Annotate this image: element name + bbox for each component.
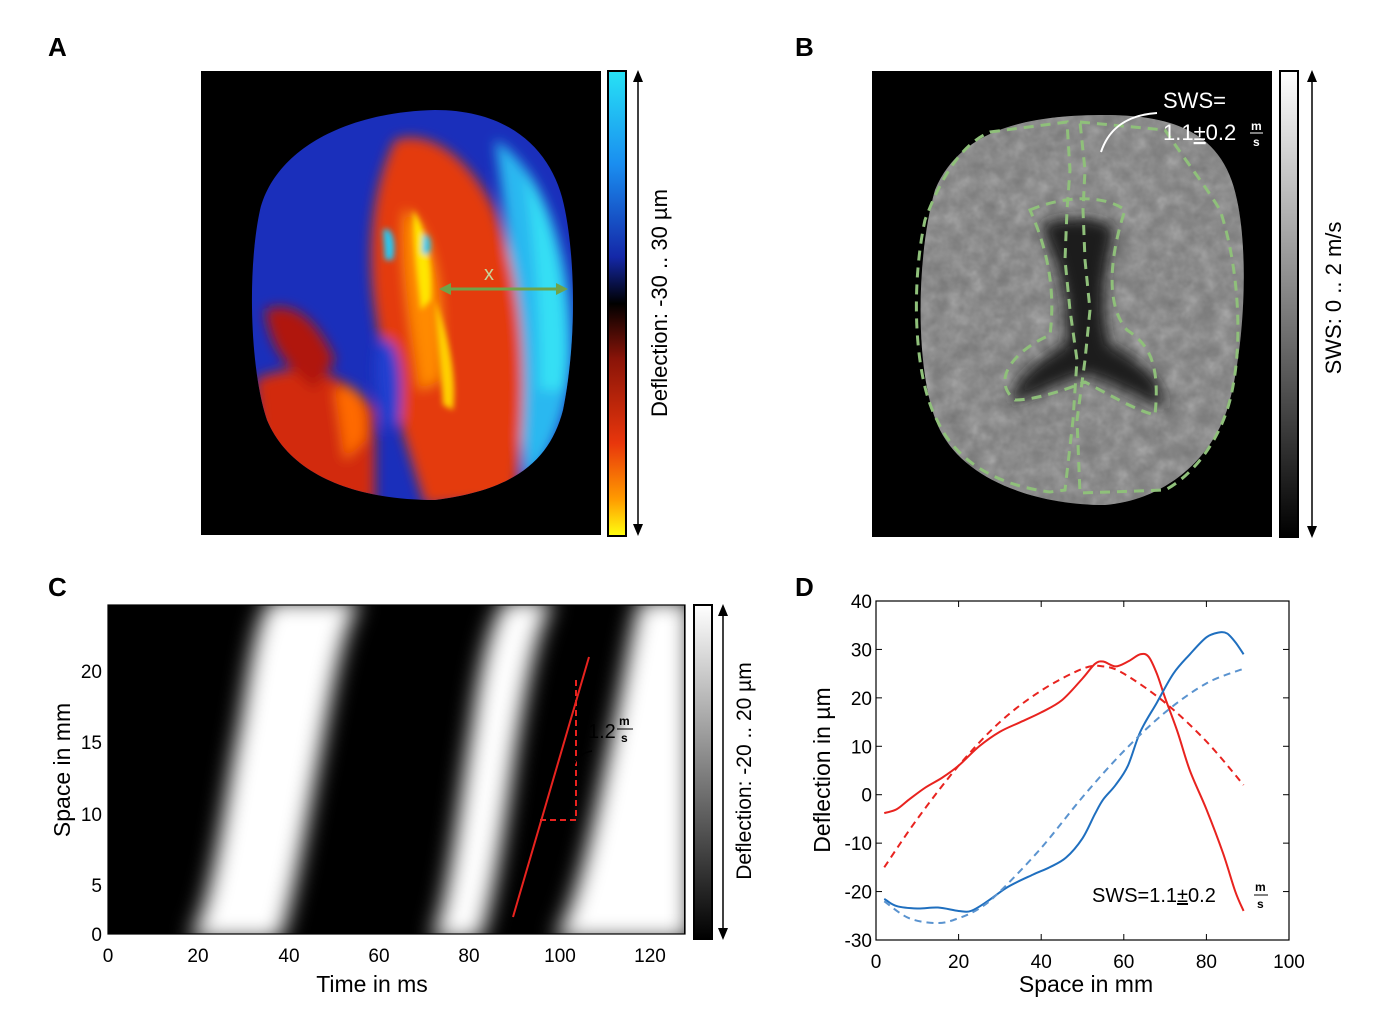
d-xlabel: Space in mm <box>1019 971 1153 997</box>
panel-a-figure: x Deflection: -30 .. 30 µm <box>201 70 672 537</box>
c-ytick-labels: 0 5 10 15 20 <box>81 662 102 946</box>
measurement-arrow <box>439 283 568 295</box>
speed-annotation-pointer <box>572 750 593 772</box>
d-ylabel: Deflection in µm <box>809 687 835 852</box>
svg-text:0: 0 <box>103 946 114 967</box>
d-ytick-label: -20 <box>845 883 872 904</box>
d-ytick-label: -10 <box>845 834 872 855</box>
svg-text:m: m <box>1255 880 1266 894</box>
svg-text:80: 80 <box>458 946 479 967</box>
svg-text:s: s <box>1253 135 1260 149</box>
c-xlabel: Time in ms <box>316 971 428 997</box>
svg-text:100: 100 <box>544 946 576 967</box>
colorbar-a-range-arrow <box>633 70 643 536</box>
svg-text:s: s <box>621 731 628 745</box>
brain-deflection-map <box>251 110 573 500</box>
spacetime-image <box>108 605 685 934</box>
d-series-group <box>883 631 1245 925</box>
panel-label-b: B <box>795 32 814 62</box>
colorbar-b <box>1279 70 1299 538</box>
d-ytick-labels: -30 -20 -10 0 10 20 30 40 <box>845 592 872 952</box>
d-tick-marks <box>875 600 1290 941</box>
colorbar-c-range-arrow <box>718 604 728 940</box>
svg-text:m: m <box>619 714 630 728</box>
d-xtick-label: 0 <box>871 952 882 973</box>
d-xtick-label: 20 <box>948 952 969 973</box>
sws-annotation-pointer <box>1100 112 1158 153</box>
colorbar-c <box>693 604 713 940</box>
d-ytick-label: 30 <box>851 640 872 661</box>
colorbar-c-label: Deflection: -20 .. 20 µm <box>733 662 756 880</box>
speed-fit-lines <box>512 656 590 918</box>
d-xtick-labels: 0 20 40 60 80 100 <box>871 952 1305 973</box>
panel-c-figure: 1.2 m s 0 20 40 60 80 100 120 0 5 10 15 … <box>49 604 756 997</box>
svg-text:s: s <box>1257 897 1264 911</box>
svg-text:0: 0 <box>91 925 102 946</box>
arrow-marker-x: x <box>484 263 494 285</box>
sws-annotation-value: 1.1±0.2 m s <box>1163 119 1263 149</box>
spacetime-axes-frame <box>107 604 686 935</box>
sws-annotation-line1: SWS= <box>1163 88 1226 113</box>
svg-text:SWS=1.1±0.2: SWS=1.1±0.2 <box>1092 885 1216 907</box>
svg-text:1.2: 1.2 <box>588 721 616 743</box>
d-xtick-label: 40 <box>1031 952 1052 973</box>
d-xtick-label: 100 <box>1273 952 1305 973</box>
d-sws-annotation: SWS=1.1±0.2 m s <box>1092 880 1268 911</box>
d-ytick-label: 40 <box>851 592 872 613</box>
d-ytick-label: 10 <box>851 737 872 758</box>
d-xtick-label: 80 <box>1196 952 1217 973</box>
c-ylabel: Space in mm <box>49 703 75 837</box>
panel-label-a: A <box>48 32 67 62</box>
speed-annotation: 1.2 m s <box>588 714 633 745</box>
panel-d-chart: 0 20 40 60 80 100 -30 -20 -10 0 10 20 30… <box>809 592 1305 997</box>
svg-text:15: 15 <box>81 733 102 754</box>
colorbar-b-range-arrow <box>1307 70 1317 538</box>
d-xtick-label: 60 <box>1113 952 1134 973</box>
panel-label-d: D <box>795 572 814 602</box>
d-series-line-2 <box>883 631 1245 913</box>
svg-text:m: m <box>1251 119 1262 133</box>
svg-text:120: 120 <box>634 946 666 967</box>
svg-text:10: 10 <box>81 805 102 826</box>
d-ytick-label: -30 <box>845 931 872 952</box>
d-ytick-label: 20 <box>851 689 872 710</box>
d-axes-frame <box>875 600 1290 941</box>
d-series-line-0 <box>883 652 1245 912</box>
panel-b-figure: SWS= 1.1±0.2 m s SWS: 0 .. 2 m/s <box>872 70 1346 538</box>
c-xtick-labels: 0 20 40 60 80 100 120 <box>103 946 666 967</box>
svg-text:40: 40 <box>278 946 299 967</box>
svg-text:20: 20 <box>81 662 102 683</box>
d-series-line-1 <box>883 664 1245 868</box>
d-series-line-3 <box>883 667 1244 925</box>
d-ytick-label: 0 <box>861 786 872 807</box>
svg-text:60: 60 <box>368 946 389 967</box>
svg-text:5: 5 <box>91 876 102 897</box>
colorbar-a <box>607 70 627 537</box>
colorbar-b-label: SWS: 0 .. 2 m/s <box>1321 222 1346 375</box>
panel-label-c: C <box>48 572 67 602</box>
brain-sws-map <box>920 115 1244 505</box>
svg-text:20: 20 <box>187 946 208 967</box>
roi-contour <box>914 120 1240 495</box>
colorbar-a-label: Deflection: -30 .. 30 µm <box>647 189 672 417</box>
svg-text:1.1±0.2: 1.1±0.2 <box>1163 120 1236 145</box>
